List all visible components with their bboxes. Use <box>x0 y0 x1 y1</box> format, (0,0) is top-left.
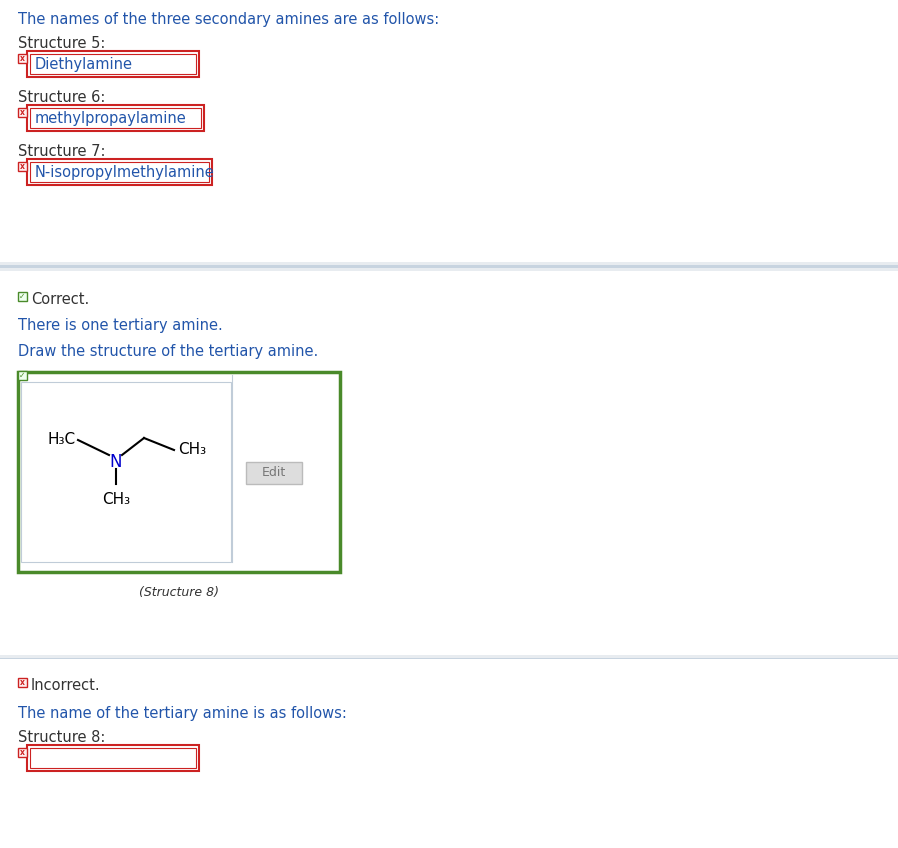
Bar <box>30 748 196 768</box>
Text: H₃C: H₃C <box>48 432 76 448</box>
Bar <box>27 745 199 771</box>
Text: x: x <box>20 748 25 757</box>
Bar <box>30 108 201 128</box>
Bar <box>0 0 898 270</box>
Text: x: x <box>20 54 25 63</box>
Bar <box>30 162 209 182</box>
Bar <box>0 262 898 265</box>
Bar <box>27 51 199 77</box>
Text: The names of the three secondary amines are as follows:: The names of the three secondary amines … <box>18 12 439 27</box>
Bar <box>0 268 898 271</box>
Text: Edit: Edit <box>262 466 286 479</box>
Bar <box>27 159 212 185</box>
Text: ✓: ✓ <box>20 292 26 301</box>
Text: x: x <box>20 162 25 171</box>
Bar <box>0 271 898 656</box>
Bar <box>18 748 27 757</box>
Text: x: x <box>20 108 25 117</box>
Bar <box>21 382 231 562</box>
Bar <box>233 382 337 562</box>
Text: Draw the structure of the tertiary amine.: Draw the structure of the tertiary amine… <box>18 344 318 359</box>
Text: Structure 8:: Structure 8: <box>18 730 105 745</box>
Text: (Structure 8): (Structure 8) <box>139 586 219 599</box>
Text: Structure 5:: Structure 5: <box>18 36 105 51</box>
Text: Structure 7:: Structure 7: <box>18 144 105 159</box>
Text: CH₃: CH₃ <box>178 443 207 458</box>
Text: There is one tertiary amine.: There is one tertiary amine. <box>18 318 223 333</box>
Text: ✓: ✓ <box>20 371 26 380</box>
Bar <box>0 265 898 268</box>
Bar <box>0 661 898 664</box>
Text: methylpropaylamine: methylpropaylamine <box>35 110 187 126</box>
Text: Structure 6:: Structure 6: <box>18 90 105 105</box>
Text: x: x <box>20 678 25 687</box>
Bar <box>27 105 204 131</box>
Bar <box>246 462 302 484</box>
Bar <box>18 162 27 171</box>
Text: The name of the tertiary amine is as follows:: The name of the tertiary amine is as fol… <box>18 706 347 721</box>
Text: N-isopropylmethylamine: N-isopropylmethylamine <box>35 165 215 180</box>
Bar <box>18 371 27 380</box>
Bar <box>18 292 27 301</box>
Bar <box>30 54 196 74</box>
Bar <box>0 659 898 848</box>
Bar <box>18 108 27 117</box>
Text: Diethylamine: Diethylamine <box>35 57 133 71</box>
Text: N: N <box>110 453 122 471</box>
Bar <box>0 658 898 661</box>
Bar <box>18 678 27 687</box>
Text: Correct.: Correct. <box>31 292 89 307</box>
Bar <box>18 372 340 572</box>
Bar <box>0 655 898 658</box>
Bar <box>18 54 27 63</box>
Text: CH₃: CH₃ <box>102 492 130 507</box>
Text: Incorrect.: Incorrect. <box>31 678 101 693</box>
